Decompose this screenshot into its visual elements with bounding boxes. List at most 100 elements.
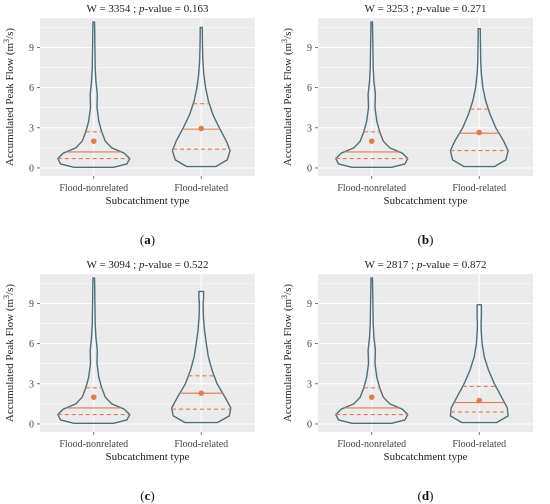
mean-point [368, 394, 375, 400]
y-tick-label: 9 [29, 299, 34, 310]
caption-open: ( [418, 488, 422, 503]
chart-title-prefix: W = 3354 ; [87, 3, 139, 15]
mean-point [476, 129, 483, 136]
caption-letter: a [144, 232, 151, 247]
x-tick-label: Flood-related [174, 183, 228, 194]
y-tick-label: 6 [29, 83, 34, 94]
mean-point [368, 138, 375, 144]
y-axis-title-sup: 3 [2, 295, 11, 299]
x-tick-label: Flood-nonrelated [337, 439, 406, 450]
y-tick-label: 6 [307, 83, 312, 94]
caption-close: ) [150, 488, 154, 503]
y-tick-label: 6 [307, 339, 312, 350]
plot-background [40, 274, 255, 432]
caption-letter: c [145, 488, 151, 503]
y-axis-title-main: Accumulated Peak Flow (m [4, 299, 16, 423]
chart-title: W = 3253 ; p-value = 0.271 [365, 3, 487, 15]
caption-close: ) [151, 232, 155, 247]
chart-panel-c: W = 3094 ; p-value = 0.522 0 3 6 9 Flood-nonr… [2, 259, 255, 503]
panel-caption: (a) [140, 232, 155, 247]
y-axis-title: Accumulated Peak Flow (m3/s) [2, 28, 16, 166]
violin-flood-nonrelated [57, 21, 131, 168]
mean-point [90, 138, 97, 144]
chart-title-suffix: -value = 0.163 [145, 3, 209, 15]
caption-letter: d [422, 488, 430, 503]
violin-flood-related [449, 304, 509, 424]
violin-flood-related [449, 28, 509, 168]
y-tick-label: 9 [307, 43, 312, 54]
chart-title-prefix: W = 3253 ; [365, 3, 417, 15]
chart-title-suffix: -value = 0.522 [145, 259, 209, 271]
y-axis-title-main: Accumulated Peak Flow (m [282, 299, 294, 423]
y-axis-title-sup: 3 [280, 295, 289, 299]
chart-title: W = 2817 ; p-value = 0.872 [365, 259, 487, 271]
y-tick-label: 0 [307, 163, 312, 174]
panel-caption: (b) [418, 232, 434, 247]
plot-background [40, 18, 255, 176]
y-axis-title-end: /s) [4, 28, 16, 39]
y-tick-label: 9 [29, 43, 34, 54]
y-axis-title-end: /s) [282, 28, 294, 39]
chart-title: W = 3094 ; p-value = 0.522 [87, 259, 209, 271]
mean-point [90, 394, 97, 400]
y-axis-title: Accumulated Peak Flow (m3/s) [280, 28, 294, 166]
y-tick-label: 0 [29, 419, 34, 430]
panel-caption: (c) [140, 488, 154, 503]
x-tick-label: Flood-related [174, 439, 228, 450]
violin-flood-related [171, 26, 231, 168]
chart-title-p: p [138, 3, 145, 15]
mean-point [198, 390, 205, 396]
plot-background [318, 18, 533, 176]
chart-panel-a: W = 3354 ; p-value = 0.163 0 3 6 9 Flood-nonr… [2, 3, 255, 247]
x-axis-title: Subcatchment type [383, 195, 467, 207]
chart-title-prefix: W = 3094 ; [87, 259, 139, 271]
caption-letter: b [422, 232, 429, 247]
caption-open: ( [418, 232, 422, 247]
x-tick-label: Flood-related [452, 183, 506, 194]
y-axis-title-main: Accumulated Peak Flow (m [4, 43, 16, 167]
y-axis-title-end: /s) [282, 284, 294, 295]
y-axis-title-sup: 3 [280, 39, 289, 43]
chart-title-prefix: W = 2817 ; [365, 259, 417, 271]
violin-flood-nonrelated [57, 277, 131, 424]
chart-title: W = 3354 ; p-value = 0.163 [87, 3, 209, 15]
y-axis-title-end: /s) [4, 284, 16, 295]
y-tick-label: 3 [307, 379, 312, 390]
chart-title-suffix: -value = 0.872 [423, 259, 487, 271]
caption-open: ( [140, 232, 144, 247]
y-tick-label: 0 [29, 163, 34, 174]
x-tick-label: Flood-nonrelated [59, 183, 128, 194]
violin-flood-nonrelated [335, 277, 409, 424]
y-tick-label: 0 [307, 419, 312, 430]
plot-background [318, 274, 533, 432]
y-tick-label: 9 [307, 299, 312, 310]
panel-caption: (d) [418, 488, 434, 503]
caption-open: ( [140, 488, 144, 503]
x-tick-label: Flood-nonrelated [59, 439, 128, 450]
y-tick-label: 3 [29, 379, 34, 390]
y-tick-label: 6 [29, 339, 34, 350]
y-axis-title: Accumulated Peak Flow (m3/s) [280, 284, 294, 422]
y-axis-title-main: Accumulated Peak Flow (m [282, 43, 294, 167]
chart-title-p: p [416, 3, 423, 15]
mean-point [476, 397, 483, 404]
x-tick-label: Flood-related [452, 439, 506, 450]
chart-title-p: p [416, 259, 423, 271]
chart-title-suffix: -value = 0.271 [423, 3, 487, 15]
x-axis-title: Subcatchment type [105, 451, 189, 463]
x-axis-title: Subcatchment type [105, 195, 189, 207]
chart-panel-b: W = 3253 ; p-value = 0.271 0 3 6 9 Flood-nonr… [280, 3, 533, 247]
violin-flood-nonrelated [335, 21, 409, 168]
caption-close: ) [429, 488, 433, 503]
x-tick-label: Flood-nonrelated [337, 183, 406, 194]
y-axis-title-sup: 3 [2, 39, 11, 43]
mean-point [198, 125, 205, 132]
x-axis-title: Subcatchment type [383, 451, 467, 463]
chart-panel-d: W = 2817 ; p-value = 0.872 0 3 6 9 Flood-nonr… [280, 259, 533, 503]
y-tick-label: 3 [29, 123, 34, 134]
caption-close: ) [429, 232, 433, 247]
chart-title-p: p [138, 259, 145, 271]
y-tick-label: 3 [307, 123, 312, 134]
y-axis-title: Accumulated Peak Flow (m3/s) [2, 284, 16, 422]
